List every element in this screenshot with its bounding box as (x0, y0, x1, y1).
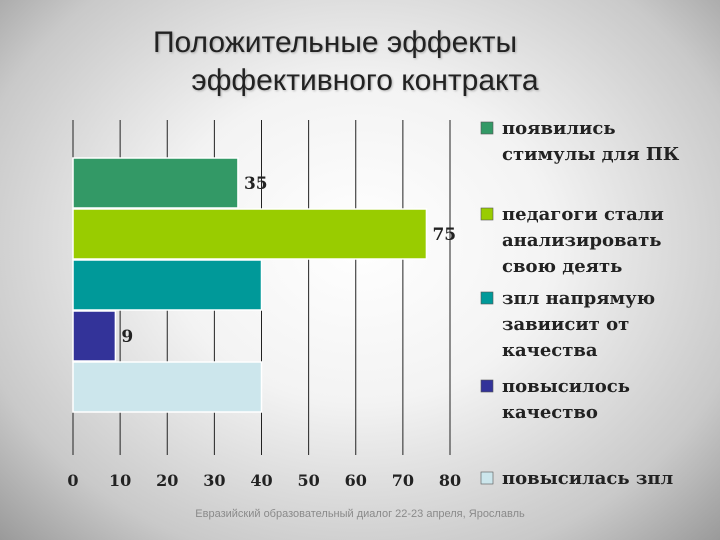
x-tick-label: 60 (345, 471, 367, 490)
legend-label: анализировать (502, 230, 662, 251)
legend-label: повысилась зпл (502, 468, 674, 489)
bar (72, 310, 117, 362)
bar (72, 361, 263, 413)
legend-label: появились (502, 118, 616, 139)
legend-label: качество (502, 402, 598, 423)
x-tick-label: 0 (67, 471, 78, 490)
title-line-2: эффективного контракта (191, 64, 539, 97)
data-label: 35 (244, 174, 268, 194)
data-label: 9 (121, 327, 133, 347)
legend-label: свою деять (502, 256, 622, 277)
data-label: 75 (432, 225, 456, 245)
bar (72, 208, 428, 260)
bar (72, 157, 239, 209)
x-tick-label: 30 (203, 471, 225, 490)
legend-swatch (480, 121, 494, 135)
x-tick-label: 70 (392, 471, 414, 490)
legend-swatch (480, 379, 494, 393)
legend-label: повысилось (502, 376, 630, 397)
legend-label: завиисит от (502, 314, 629, 335)
x-tick-label: 50 (297, 471, 319, 490)
title-line-1: Положительные эффекты (152, 26, 518, 59)
legend-label: стимулы для ПК (502, 144, 680, 165)
x-tick-label: 80 (439, 471, 461, 490)
x-tick-label: 20 (156, 471, 178, 490)
slide-title: Положительные эффекты эффективного контр… (0, 24, 720, 100)
legend-label: зпл напрямую (502, 288, 655, 309)
legend-swatch (480, 207, 494, 221)
slide-footer: Евразийский образовательный диалог 22-23… (195, 508, 525, 520)
legend-label: качества (502, 340, 598, 361)
legend-label: педагоги стали (502, 204, 664, 225)
legend-swatch (480, 291, 494, 305)
legend-swatch (480, 471, 494, 485)
bar (72, 259, 263, 311)
x-tick-label: 10 (109, 471, 131, 490)
x-tick-label: 40 (250, 471, 272, 490)
